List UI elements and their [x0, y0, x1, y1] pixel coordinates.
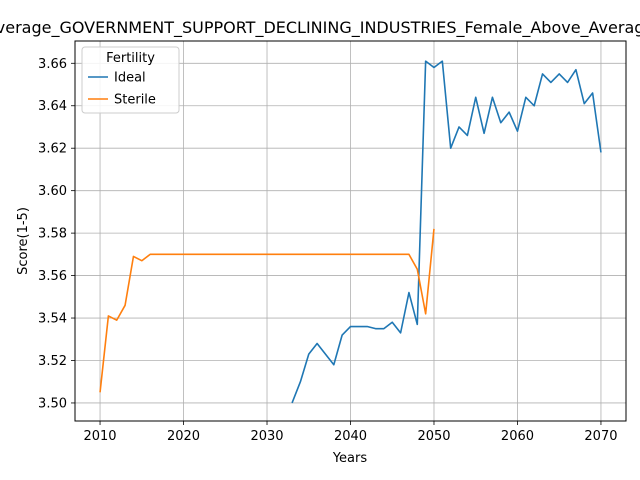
y-tick-label: 3.64: [38, 99, 67, 114]
x-tick-label: 2030: [250, 429, 283, 444]
y-tick-label: 3.54: [38, 312, 67, 327]
x-tick-label: 2050: [417, 429, 450, 444]
series-line-ideal: [291, 60, 602, 404]
y-tick-label: 3.60: [38, 184, 67, 199]
legend-title: Fertility: [106, 51, 155, 66]
y-tick-label: 3.58: [38, 227, 67, 242]
y-tick-label: 3.52: [38, 354, 67, 369]
x-tick-label: 2070: [584, 429, 617, 444]
x-tick-label: 2010: [83, 429, 116, 444]
axis-ticks: 2010 2020 2030 2040 2050 2060 2070 3.50 3.52 3.54…: [38, 57, 617, 444]
y-tick-label: 3.66: [38, 57, 67, 72]
y-axis-label: Score(1-5): [16, 207, 31, 275]
y-tick-label: 3.50: [38, 396, 67, 411]
y-tick-label: 3.62: [38, 142, 67, 157]
x-tick-label: 2020: [167, 429, 200, 444]
x-axis-label: Years: [332, 451, 368, 466]
y-tick-label: 3.56: [38, 269, 67, 284]
legend-label-sterile: Sterile: [114, 93, 156, 108]
x-tick-label: 2060: [501, 429, 534, 444]
legend: Fertility Ideal Sterile: [81, 46, 180, 114]
chart-title: Average_GOVERNMENT_SUPPORT_DECLINING_IND…: [0, 18, 640, 38]
legend-label-ideal: Ideal: [114, 71, 146, 86]
series-lines: [99, 60, 602, 404]
series-line-sterile: [99, 228, 435, 393]
x-tick-label: 2040: [334, 429, 367, 444]
legend-box: [81, 46, 180, 114]
grid-lines: [75, 41, 626, 421]
